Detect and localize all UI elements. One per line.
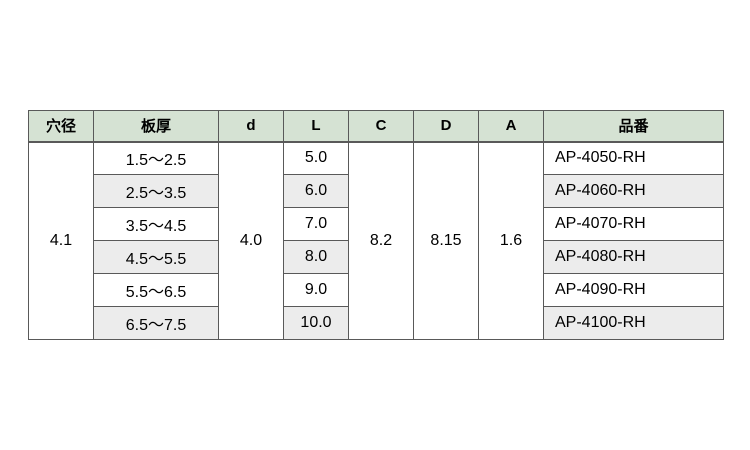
table-row: 3.5〜4.5 7.0 AP-4070-RH xyxy=(29,207,724,241)
col-header-a: A xyxy=(478,110,544,143)
table-row: 4.5〜5.5 8.0 AP-4080-RH xyxy=(29,240,724,274)
col-header-part-number: 品番 xyxy=(543,110,724,143)
cell-part-number: AP-4090-RH xyxy=(543,273,724,307)
col-header-plate-thickness: 板厚 xyxy=(93,110,219,143)
cell-dim-d-value: 8.15 xyxy=(413,141,479,340)
cell-d-value: 4.0 xyxy=(218,141,284,340)
cell-part-number: AP-4080-RH xyxy=(543,240,724,274)
cell-length: 6.0 xyxy=(283,174,349,208)
table-row: 5.5〜6.5 9.0 AP-4090-RH xyxy=(29,273,724,307)
cell-length: 7.0 xyxy=(283,207,349,241)
cell-length: 10.0 xyxy=(283,306,349,340)
cell-length: 9.0 xyxy=(283,273,349,307)
cell-thickness: 5.5〜6.5 xyxy=(93,273,219,307)
cell-thickness: 6.5〜7.5 xyxy=(93,306,219,340)
cell-length: 5.0 xyxy=(283,141,349,175)
spec-table: 穴径 板厚 d L C D A 品番 4.1 1.5〜2.5 4.0 5.0 8… xyxy=(28,110,724,340)
cell-hole-diameter: 4.1 xyxy=(28,141,94,340)
cell-thickness: 3.5〜4.5 xyxy=(93,207,219,241)
col-header-dim-d: D xyxy=(413,110,479,143)
table-row: 2.5〜3.5 6.0 AP-4060-RH xyxy=(29,174,724,208)
cell-part-number: AP-4060-RH xyxy=(543,174,724,208)
header-row: 穴径 板厚 d L C D A 品番 xyxy=(28,110,724,143)
table-row: 6.5〜7.5 10.0 AP-4100-RH xyxy=(29,306,724,340)
cell-part-number: AP-4070-RH xyxy=(543,207,724,241)
cell-thickness: 4.5〜5.5 xyxy=(93,240,219,274)
cell-a-value: 1.6 xyxy=(478,141,544,340)
table-row: 4.1 1.5〜2.5 4.0 5.0 8.2 8.15 1.6 AP-4050… xyxy=(28,141,724,340)
col-header-c: C xyxy=(348,110,414,143)
cell-part-number: AP-4050-RH xyxy=(543,141,724,175)
cell-length: 8.0 xyxy=(283,240,349,274)
cell-part-number: AP-4100-RH xyxy=(543,306,724,340)
col-header-l: L xyxy=(283,110,349,143)
cell-thickness: 1.5〜2.5 xyxy=(93,141,219,175)
col-header-d: d xyxy=(218,110,284,143)
col-header-hole-diameter: 穴径 xyxy=(28,110,94,143)
cell-thickness: 2.5〜3.5 xyxy=(93,174,219,208)
cell-c-value: 8.2 xyxy=(348,141,414,340)
